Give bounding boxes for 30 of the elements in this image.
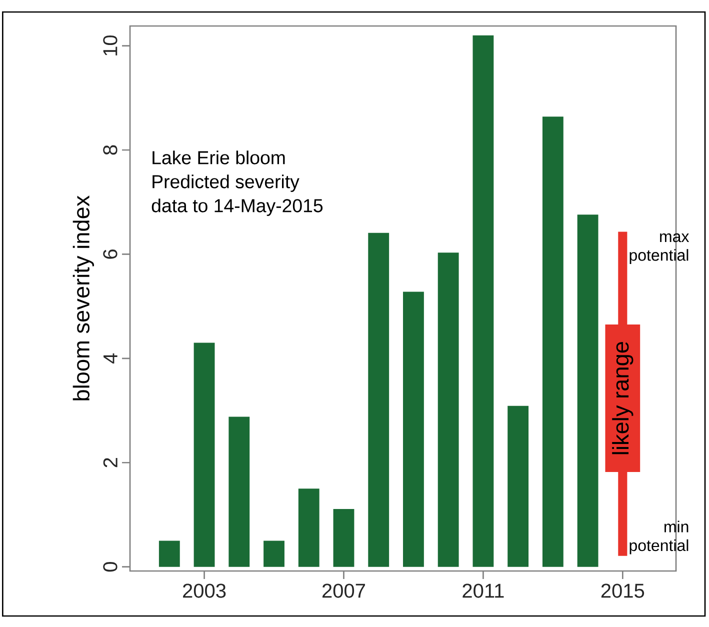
y-axis-title: bloom severity index: [72, 195, 94, 400]
bar: [158, 540, 180, 567]
bar: [333, 508, 354, 567]
series-label: likely range: [612, 342, 634, 454]
y-tick-label: 8: [103, 145, 118, 155]
y-tick-label: 4: [104, 353, 118, 364]
bar: [403, 292, 424, 567]
annotation: max potential: [630, 233, 690, 264]
x-tick-label: 2015: [601, 584, 644, 598]
annotation: min potential: [630, 520, 688, 554]
x-tick-label: 2007: [322, 584, 365, 598]
bar: [298, 488, 320, 567]
x-tick-label: 2003: [183, 584, 226, 598]
y-tick-label: 6: [103, 250, 118, 259]
y-tick-label: 2: [103, 458, 118, 468]
bar: [368, 232, 390, 567]
bar: [472, 35, 494, 567]
bar: [228, 416, 250, 567]
y-tick-label: 10: [103, 35, 118, 56]
annotation: Predicted severity: [152, 174, 300, 192]
annotation: data to 14-May-2015: [152, 198, 323, 216]
bar: [264, 540, 284, 567]
bar: [542, 116, 564, 567]
annotation: Lake Erie bloom: [152, 150, 285, 164]
y-tick-label: 0: [103, 562, 118, 572]
bar: [577, 214, 598, 567]
bar: [508, 406, 529, 567]
bar: [194, 342, 215, 567]
bar: [438, 252, 459, 567]
x-tick-label: 2011: [462, 584, 504, 598]
